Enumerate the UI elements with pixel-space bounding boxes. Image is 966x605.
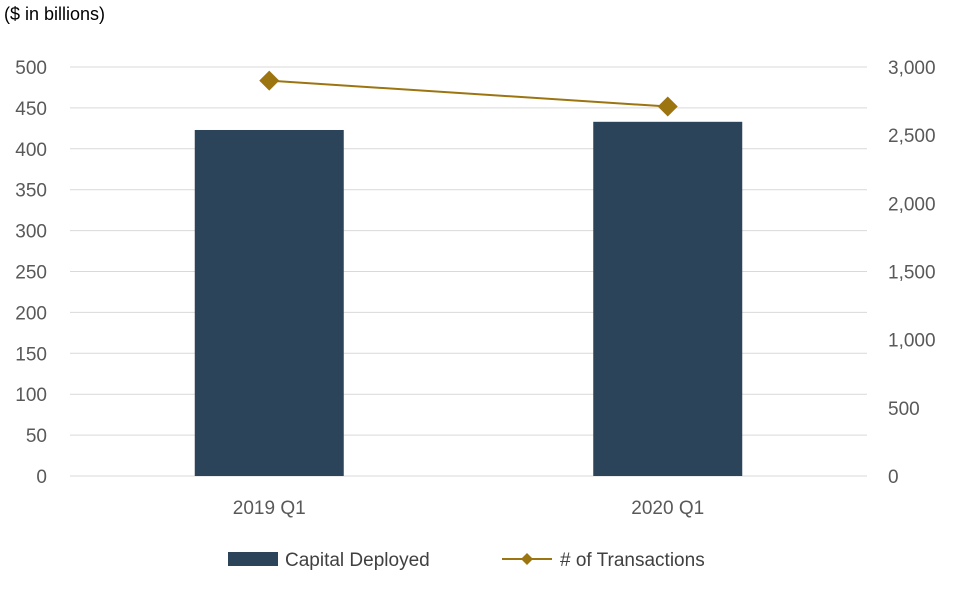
- right-tick-label: 500: [888, 399, 920, 420]
- right-tick-label: 1,000: [888, 331, 936, 352]
- left-tick-label: 400: [15, 140, 47, 161]
- legend-label-transactions: # of Transactions: [560, 550, 705, 571]
- left-tick-label: 150: [15, 344, 47, 365]
- left-tick-label: 350: [15, 181, 47, 202]
- x-tick-label: 2020 Q1: [631, 498, 704, 519]
- line-series: [259, 70, 678, 117]
- left-tick-label: 500: [15, 58, 47, 79]
- left-tick-label: 50: [26, 426, 47, 447]
- left-tick-label: 450: [15, 99, 47, 120]
- right-tick-label: 0: [888, 467, 899, 488]
- left-tick-label: 300: [15, 222, 47, 243]
- left-tick-label: 200: [15, 303, 47, 324]
- bar-series: [194, 121, 743, 476]
- transactions-point-2020-q1: [657, 96, 678, 117]
- left-tick-label: 0: [36, 467, 47, 488]
- unit-label: ($ in billions): [4, 4, 105, 24]
- right-tick-label: 1,500: [888, 263, 936, 284]
- transactions-line: [269, 79, 668, 108]
- bar-2020-q1: [593, 121, 743, 476]
- transactions-point-2019-q1: [259, 70, 280, 91]
- right-axis-ticks: 0 500 1,000 1,500 2,000 2,500 3,000: [888, 58, 936, 488]
- left-tick-label: 100: [15, 385, 47, 406]
- legend: Capital Deployed # of Transactions: [228, 550, 705, 571]
- bar-2019-q1: [194, 129, 344, 476]
- x-axis-labels: 2019 Q1 2020 Q1: [233, 498, 704, 519]
- legend-label-capital-deployed: Capital Deployed: [285, 550, 430, 571]
- legend-swatch-capital-deployed: [228, 552, 278, 566]
- x-tick-label: 2019 Q1: [233, 498, 306, 519]
- right-tick-label: 3,000: [888, 58, 936, 79]
- right-tick-label: 2,000: [888, 194, 936, 215]
- legend-marker-transactions: [521, 553, 533, 565]
- left-axis-ticks: 0 50 100 150 200 250 300 350 400 450 500: [15, 58, 47, 488]
- left-tick-label: 250: [15, 263, 47, 284]
- right-tick-label: 2,500: [888, 126, 936, 147]
- gridlines: [70, 66, 867, 477]
